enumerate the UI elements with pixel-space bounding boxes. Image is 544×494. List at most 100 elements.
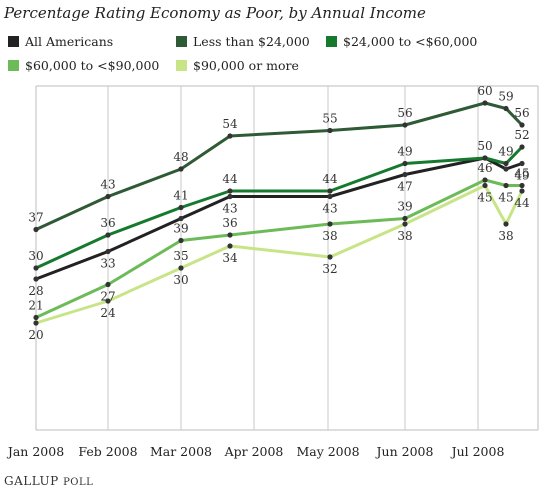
x-tick-label: Jan 2008 (6, 444, 64, 459)
legend-label: $24,000 to <$60,000 (343, 34, 478, 49)
data-point (33, 265, 39, 271)
x-tick-label: Apr 2008 (224, 444, 284, 459)
data-point (327, 188, 333, 194)
data-label: 36 (222, 216, 237, 230)
x-tick-label: Feb 2008 (78, 444, 137, 459)
legend-swatch (326, 36, 337, 47)
x-tick-label: Jun 2008 (375, 444, 434, 459)
data-point (178, 204, 184, 211)
data-label: 24 (100, 306, 116, 320)
data-label: 30 (173, 273, 188, 287)
legend-item: $60,000 to <$90,000 (8, 58, 159, 73)
data-point (33, 320, 39, 326)
data-label: 52 (514, 128, 529, 142)
data-label: 49 (514, 169, 529, 183)
data-label: 44 (322, 172, 338, 186)
legend-swatch (8, 60, 19, 71)
data-point (178, 215, 184, 222)
data-label: 48 (173, 150, 188, 164)
data-label: 30 (28, 249, 43, 263)
data-point (482, 155, 488, 161)
legend-item: Less than $24,000 (176, 34, 310, 49)
x-tick-label: May 2008 (296, 444, 359, 459)
data-label: 37 (28, 211, 43, 225)
data-label: 56 (397, 106, 412, 120)
data-point (227, 188, 233, 194)
legend-item: All Americans (8, 34, 113, 49)
data-label: 43 (322, 202, 337, 216)
data-point (402, 160, 408, 167)
data-point (519, 188, 525, 194)
data-point (33, 276, 39, 282)
data-point (105, 248, 111, 255)
gallup-poll-brand: GALLUP POLL (4, 474, 93, 488)
data-point (227, 243, 233, 249)
data-label: 50 (477, 139, 492, 153)
data-label: 49 (397, 145, 412, 159)
x-tick-label: Mar 2008 (150, 444, 212, 459)
data-label: 44 (222, 172, 238, 186)
data-point (402, 215, 408, 222)
data-point (482, 177, 488, 183)
data-label: 55 (322, 112, 337, 126)
legend-swatch (8, 36, 19, 47)
data-label: 38 (322, 229, 337, 243)
brand-suffix: POLL (63, 477, 94, 488)
data-point (327, 254, 333, 260)
data-point (105, 298, 111, 304)
data-label: 39 (397, 200, 412, 214)
legend-label: All Americans (25, 34, 114, 49)
data-point (178, 237, 184, 244)
legend-label: $60,000 to <$90,000 (25, 58, 160, 73)
data-point (402, 221, 408, 227)
data-point (482, 182, 488, 189)
data-label: 45 (498, 191, 513, 205)
data-label: 38 (397, 229, 412, 243)
data-label: 32 (322, 262, 337, 276)
legend-item: $90,000 or more (176, 58, 299, 73)
data-label: 43 (100, 178, 115, 192)
data-point (105, 193, 111, 200)
data-label: 45 (514, 167, 529, 181)
data-point (327, 221, 333, 227)
data-point (402, 171, 408, 178)
chart-title: Percentage Rating Economy as Poor, by An… (4, 4, 426, 22)
data-label: 59 (498, 90, 513, 104)
data-label: 45 (477, 191, 492, 205)
data-label: 54 (222, 117, 238, 131)
data-label: 33 (100, 257, 115, 271)
data-point (503, 166, 509, 172)
legend-item: $24,000 to <$60,000 (326, 34, 477, 49)
data-label: 44 (514, 196, 530, 210)
data-label: 38 (498, 229, 513, 243)
data-point (33, 314, 39, 321)
data-label: 60 (477, 84, 492, 98)
data-point (178, 265, 184, 271)
legend-label: $90,000 or more (193, 58, 299, 73)
data-point (227, 232, 233, 238)
data-point (402, 122, 408, 128)
data-point (33, 226, 39, 233)
data-label: 49 (498, 145, 513, 159)
data-label: 21 (28, 299, 43, 313)
brand-name: GALLUP (4, 474, 59, 488)
data-label: 47 (397, 180, 412, 194)
data-label: 27 (100, 290, 115, 304)
data-point (503, 221, 509, 227)
data-point (519, 160, 525, 167)
data-label: 35 (173, 249, 188, 263)
x-tick-label: Jul 2008 (450, 444, 505, 459)
data-label: 41 (173, 189, 188, 203)
data-label: 34 (222, 251, 238, 265)
data-label: 28 (28, 284, 43, 298)
data-label: 46 (477, 161, 492, 175)
data-point (503, 160, 509, 167)
legend: All Americans Less than $24,000 $24,000 to… (0, 30, 544, 80)
data-label: 36 (100, 216, 115, 230)
legend-swatch (176, 60, 187, 71)
data-point (482, 100, 488, 106)
line-chart: Jan 2008 Feb 2008 Mar 2008 Apr 2008 May 2008… (6, 84, 539, 459)
legend-swatch (176, 36, 187, 47)
data-point (227, 193, 233, 200)
data-point (105, 281, 111, 288)
